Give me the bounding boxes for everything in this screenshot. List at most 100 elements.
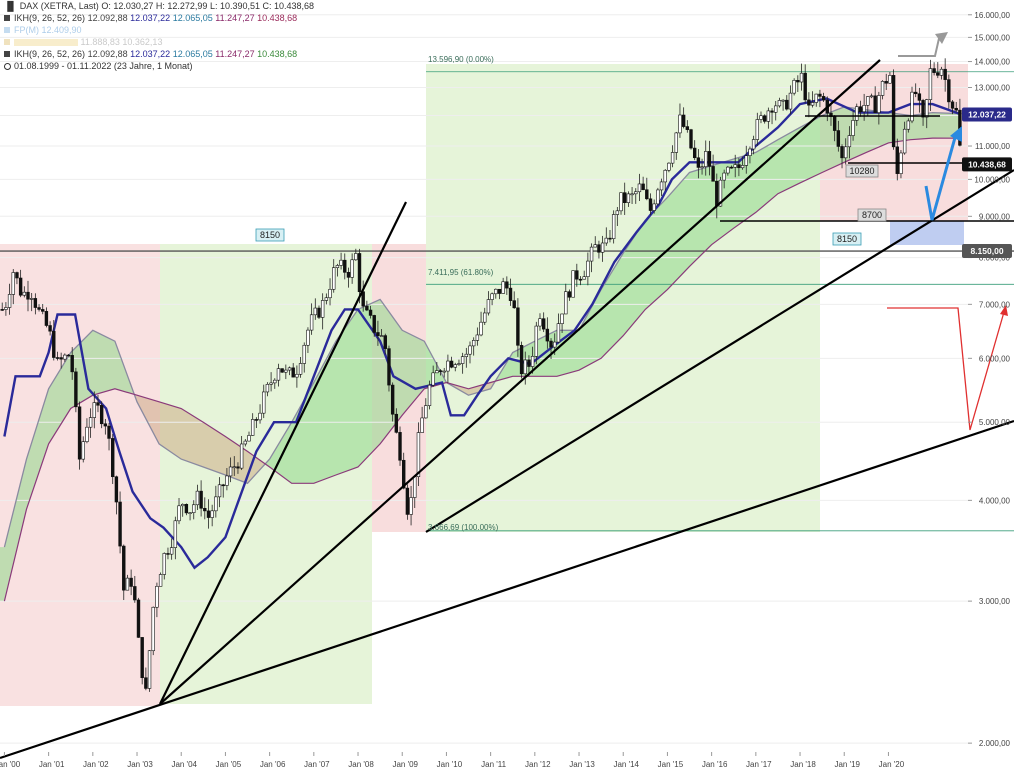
candle-body bbox=[265, 384, 270, 393]
candle-body bbox=[99, 404, 104, 425]
candle-body bbox=[339, 259, 343, 266]
candle-body bbox=[564, 291, 568, 315]
label-8150-box-left bbox=[255, 228, 285, 242]
candle-body bbox=[416, 432, 421, 477]
candle-body bbox=[652, 203, 656, 211]
candle-body bbox=[103, 423, 108, 427]
candle-body bbox=[33, 298, 38, 308]
candle-body bbox=[449, 360, 454, 368]
legend-row-name-obscured bbox=[14, 38, 78, 46]
legend-value: 11.247,27 bbox=[215, 49, 255, 59]
legend-row-faded: 11.888,83 10.362,13 bbox=[4, 36, 314, 48]
candle-body bbox=[880, 81, 885, 96]
candle-body bbox=[785, 99, 789, 110]
horizontal-reference-lines bbox=[0, 14, 1014, 744]
legend-header: ▐▌ DAX (XETRA, Last) O: 12.030,27 H: 12.… bbox=[4, 0, 314, 12]
candle-body bbox=[538, 318, 542, 327]
gray-arrow-path bbox=[898, 33, 941, 57]
legend-swatch-icon bbox=[4, 39, 10, 45]
candle-body bbox=[92, 402, 96, 418]
candle-body bbox=[774, 105, 778, 113]
legend-value: 12.092,88 bbox=[87, 13, 128, 23]
level-labels: 8150 8150 7.411,95 (61.80%) 13.596,90 (0… bbox=[255, 55, 887, 532]
candle-body bbox=[55, 357, 60, 359]
candle-body bbox=[409, 497, 413, 515]
candle-body bbox=[866, 96, 870, 106]
candle-body bbox=[22, 291, 27, 296]
label-fib-0: 13.596,90 (0.00%) bbox=[428, 55, 494, 64]
candle-body bbox=[508, 287, 513, 301]
candle-body bbox=[66, 354, 71, 357]
candle-body bbox=[390, 384, 395, 415]
candle-body bbox=[129, 577, 133, 587]
legend-value: 12.092,88 bbox=[87, 49, 128, 59]
candle-body bbox=[744, 155, 748, 166]
x-tick-label: Jan '12 bbox=[525, 760, 551, 769]
legend-close: C: 10.438,68 bbox=[262, 1, 315, 11]
x-tick-label: Jan '11 bbox=[481, 760, 507, 769]
red-arrow-path bbox=[887, 307, 1005, 431]
candle-body bbox=[365, 305, 369, 311]
candle-body bbox=[855, 106, 859, 121]
candle-body bbox=[733, 164, 737, 168]
candle-body bbox=[726, 166, 730, 174]
trendline-2003-2018 bbox=[159, 59, 881, 705]
candle-body bbox=[210, 510, 214, 518]
candle-body bbox=[151, 606, 155, 652]
candle-body bbox=[490, 293, 494, 300]
gray-arrow-head bbox=[935, 32, 948, 44]
candle-body bbox=[236, 466, 240, 469]
candle-body bbox=[287, 367, 292, 371]
candle-body bbox=[431, 372, 435, 386]
legend-swatch-icon bbox=[4, 15, 10, 21]
x-tick-label: Jan '08 bbox=[348, 760, 374, 769]
candle-body bbox=[239, 443, 244, 469]
candle-body bbox=[280, 368, 284, 373]
candle-body bbox=[81, 441, 85, 460]
candle-body bbox=[343, 259, 347, 273]
candle-body bbox=[766, 110, 771, 122]
price-label-box bbox=[962, 244, 1012, 259]
candle-body bbox=[523, 359, 527, 375]
candle-body bbox=[184, 503, 189, 514]
trendlines bbox=[0, 59, 1014, 760]
trendline-2003-long bbox=[0, 419, 1014, 760]
candle-body bbox=[700, 166, 704, 168]
price-candles bbox=[0, 58, 962, 692]
candle-body bbox=[626, 193, 631, 203]
legend-instrument: DAX (XETRA, Last) bbox=[19, 1, 99, 11]
candle-body bbox=[497, 288, 502, 294]
candle-body bbox=[781, 99, 785, 102]
candle-body bbox=[166, 553, 170, 555]
candle-body bbox=[4, 307, 8, 310]
candle-body bbox=[936, 72, 940, 76]
candle-body bbox=[832, 116, 837, 131]
legend-value: 12.409,90 bbox=[41, 25, 82, 35]
x-tick-label: Jan '19 bbox=[834, 760, 860, 769]
candle-body bbox=[221, 484, 225, 487]
candle-body bbox=[608, 237, 612, 240]
candle-body bbox=[427, 384, 432, 406]
candle-body bbox=[379, 335, 384, 337]
candle-body bbox=[29, 298, 34, 300]
label-fib-61: 7.411,95 (61.80%) bbox=[428, 268, 494, 277]
candle-body bbox=[453, 364, 457, 368]
x-tick-label: Jan '14 bbox=[613, 760, 639, 769]
candle-body bbox=[140, 637, 144, 679]
price-labels: 12.037,22 10.438,68 8.150,00 bbox=[962, 107, 1012, 259]
candle-body bbox=[630, 193, 634, 196]
candle-body bbox=[869, 95, 874, 98]
candle-body bbox=[250, 419, 255, 436]
candle-body bbox=[457, 363, 461, 365]
candle-body bbox=[346, 272, 351, 278]
y-tick-label: 13.000,00 bbox=[974, 84, 1010, 93]
candle-body bbox=[424, 405, 428, 419]
candle-body bbox=[505, 281, 509, 289]
candle-body bbox=[670, 152, 675, 164]
instrument-icon: ▐▌ bbox=[4, 1, 17, 11]
chart-legend: ▐▌ DAX (XETRA, Last) O: 12.030,27 H: 12.… bbox=[4, 0, 314, 72]
candle-body bbox=[615, 210, 620, 215]
label-8150-left: 8150 bbox=[260, 230, 280, 240]
x-tick-label: Jan '20 bbox=[879, 760, 905, 769]
candle-body bbox=[169, 547, 174, 555]
